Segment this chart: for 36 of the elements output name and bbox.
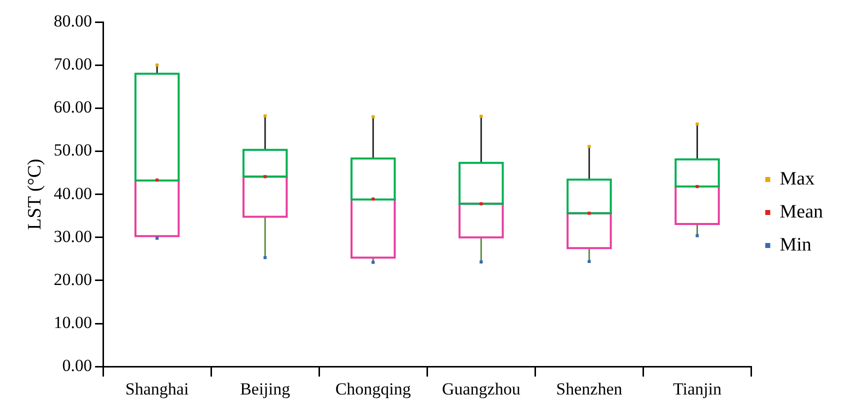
x-tick-label: Beijing	[240, 379, 291, 398]
point	[696, 184, 699, 188]
point	[588, 212, 591, 215]
point	[264, 175, 267, 178]
y-tick-label: 80.00	[54, 11, 92, 30]
point	[372, 115, 375, 118]
point	[156, 178, 159, 182]
y-axis-title: LST (°C)	[24, 158, 46, 230]
point	[264, 256, 267, 260]
y-tick-label: 70.00	[54, 54, 92, 74]
point	[696, 234, 699, 238]
point	[156, 64, 159, 67]
point	[480, 114, 483, 118]
legend-label: Max	[780, 168, 816, 190]
y-tick-label: 50.00	[54, 140, 92, 160]
y-tick-label: 0.00	[62, 356, 92, 376]
point	[588, 144, 591, 148]
x-tick-label: Tianjin	[672, 379, 722, 398]
x-tick-label: Shanghai	[125, 379, 189, 398]
point	[372, 260, 375, 264]
point	[588, 260, 591, 264]
y-tick-label: 30.00	[54, 226, 92, 246]
x-tick-label: Guangzhou	[442, 379, 521, 398]
point	[696, 122, 699, 126]
y-tick-label: 20.00	[54, 270, 92, 289]
point	[480, 260, 483, 264]
point	[372, 197, 375, 201]
y-tick-label: 40.00	[54, 184, 92, 203]
x-tick-label: Shenzhen	[556, 379, 623, 398]
legend-label: Mean	[780, 201, 824, 222]
legend-label: Min	[780, 234, 812, 256]
point	[264, 114, 267, 118]
y-tick-label: 10.00	[54, 312, 92, 332]
x-tick-label: Chongqing	[335, 379, 412, 398]
point	[480, 202, 483, 206]
y-tick-label: 60.00	[54, 98, 92, 117]
